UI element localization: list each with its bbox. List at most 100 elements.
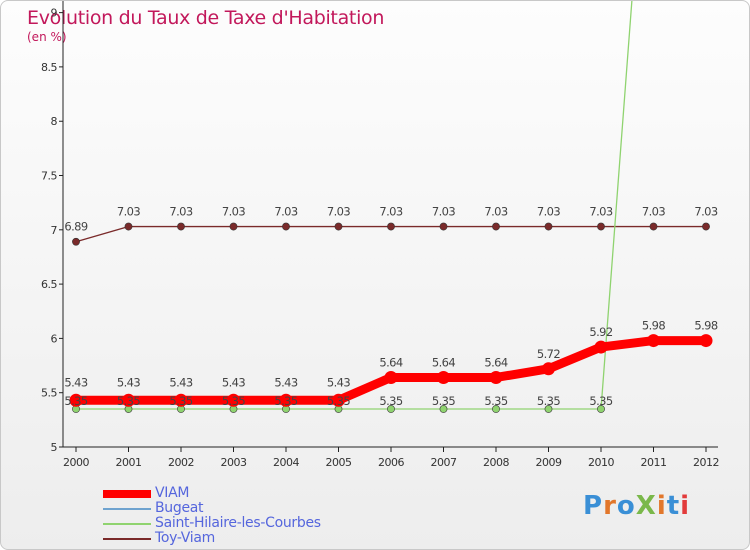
x-tick-label: 2002: [168, 456, 194, 469]
y-tick-label: 5.5: [41, 387, 57, 400]
x-tick-label: 2012: [693, 456, 719, 469]
data-point-viam: [69, 393, 83, 407]
y-tick-label: 7.5: [41, 170, 57, 183]
data-label-viam: 5.64: [432, 355, 455, 369]
legend-swatch: [103, 538, 151, 540]
data-label-toy-viam: 7.03: [169, 205, 192, 219]
data-label-saint-hilaire-les-courbes: 5.35: [222, 394, 245, 408]
proxiti-logo: ProXiti: [583, 491, 690, 521]
chart-title: Evolution du Taux de Taxe d'Habitation: [27, 7, 385, 29]
data-point-saint-hilaire-les-courbes: [387, 405, 395, 413]
logo-letter: i: [680, 491, 691, 521]
data-point-toy-viam: [282, 222, 290, 231]
legend-label: Saint-Hilaire-les-Courbes: [155, 515, 321, 531]
data-label-viam: 5.72: [537, 347, 560, 361]
data-label-saint-hilaire-les-courbes: 5.35: [117, 394, 140, 408]
x-tick-label: 2009: [536, 456, 562, 469]
data-label-saint-hilaire-les-courbes: 5.35: [169, 394, 192, 408]
data-point-toy-viam: [229, 222, 238, 231]
data-label-saint-hilaire-les-courbes: 5.35: [432, 394, 455, 408]
data-label-saint-hilaire-les-courbes: 5.35: [589, 394, 612, 408]
data-point-viam: [279, 393, 293, 407]
data-point-saint-hilaire-les-courbes: [544, 405, 553, 413]
data-point-toy-viam: [702, 222, 710, 231]
data-label-viam: 5.92: [589, 325, 612, 339]
data-label-toy-viam: 7.03: [694, 205, 717, 219]
data-point-toy-viam: [72, 237, 80, 246]
data-label-toy-viam: 7.03: [432, 205, 455, 219]
y-tick-label: 8.5: [41, 61, 57, 74]
data-point-viam: [174, 393, 188, 407]
data-point-toy-viam: [649, 222, 658, 231]
logo-letter: o: [616, 491, 636, 521]
legend-label: Bugeat: [155, 500, 204, 516]
data-label-viam: 5.43: [327, 375, 350, 389]
data-label-saint-hilaire-les-courbes: 5.35: [64, 394, 87, 408]
y-tick-label: 6: [51, 332, 58, 345]
data-label-viam: 5.98: [694, 319, 717, 333]
data-label-toy-viam: 7.03: [537, 205, 560, 219]
data-label-saint-hilaire-les-courbes: 5.35: [327, 394, 350, 408]
x-tick-label: 2004: [273, 456, 299, 469]
data-label-toy-viam: 7.03: [222, 205, 245, 219]
data-label-toy-viam: 7.03: [327, 205, 350, 219]
x-tick-label: 2011: [641, 456, 667, 469]
data-point-viam: [332, 393, 345, 407]
logo-letter: P: [583, 491, 604, 521]
x-tick-label: 2000: [63, 456, 89, 469]
legend-swatch: [103, 490, 151, 498]
logo-letter: X: [635, 491, 657, 521]
y-tick-label: 9: [51, 7, 58, 20]
data-point-viam: [647, 334, 660, 348]
x-tick-label: 2010: [588, 456, 614, 469]
data-label-viam: 5.64: [379, 355, 402, 369]
data-label-saint-hilaire-les-courbes: 5.35: [537, 394, 560, 408]
x-tick-label: 2001: [116, 456, 142, 469]
y-tick-label: 7: [51, 224, 58, 237]
data-point-toy-viam: [544, 222, 553, 231]
data-label-toy-viam: 7.03: [117, 205, 140, 219]
data-point-saint-hilaire-les-courbes: [597, 405, 605, 413]
data-point-viam: [227, 393, 240, 407]
x-tick-label: 2003: [221, 456, 247, 469]
series-points: [69, 222, 713, 413]
data-point-toy-viam: [387, 222, 395, 231]
y-tick-label: 5: [51, 441, 58, 454]
x-tick-label: 2005: [326, 456, 352, 469]
logo-letter: r: [603, 491, 617, 521]
legend-swatch: [103, 523, 151, 525]
data-label-toy-viam: 7.03: [274, 205, 297, 219]
chart-subtitle: (en %): [27, 30, 67, 44]
data-point-viam: [594, 340, 608, 354]
data-point-toy-viam: [492, 222, 500, 231]
data-point-viam: [437, 370, 450, 384]
y-tick-label: 6.5: [41, 278, 57, 291]
data-point-viam: [384, 370, 398, 384]
data-point-toy-viam: [439, 222, 448, 231]
data-label-viam: 5.43: [117, 375, 140, 389]
data-point-saint-hilaire-les-courbes: [492, 405, 500, 413]
data-label-saint-hilaire-les-courbes: 5.35: [484, 394, 507, 408]
data-labels: 5.43 5.43 5.43 5.43 5.43 5.43 5.64 5.64 5.64 5.72…: [64, 205, 718, 408]
series-line-viam: [71, 336, 711, 405]
data-label-viam: 5.43: [222, 375, 245, 389]
legend-label: VIAM: [155, 485, 190, 501]
data-label-saint-hilaire-les-courbes: 5.35: [274, 394, 297, 408]
data-label-saint-hilaire-les-courbes: 5.35: [379, 394, 402, 408]
data-point-saint-hilaire-les-courbes: [439, 405, 448, 413]
legend-swatch: [103, 508, 151, 510]
data-label-viam: 5.43: [169, 375, 192, 389]
data-label-toy-viam: 7.03: [379, 205, 402, 219]
logo-letter: t: [666, 491, 681, 521]
data-label-viam: 5.43: [274, 375, 297, 389]
chart-axes: 55.566.577.588.599.51010.51111.512200020…: [41, 1, 720, 469]
x-tick-label: 2007: [431, 456, 457, 469]
data-point-viam: [489, 370, 503, 384]
data-point-toy-viam: [124, 222, 133, 231]
data-point-toy-viam: [597, 222, 605, 231]
x-tick-label: 2006: [378, 456, 404, 469]
data-label-toy-viam: 7.03: [484, 205, 507, 219]
data-label-toy-viam: 7.03: [589, 205, 612, 219]
y-tick-label: 8: [51, 115, 58, 128]
